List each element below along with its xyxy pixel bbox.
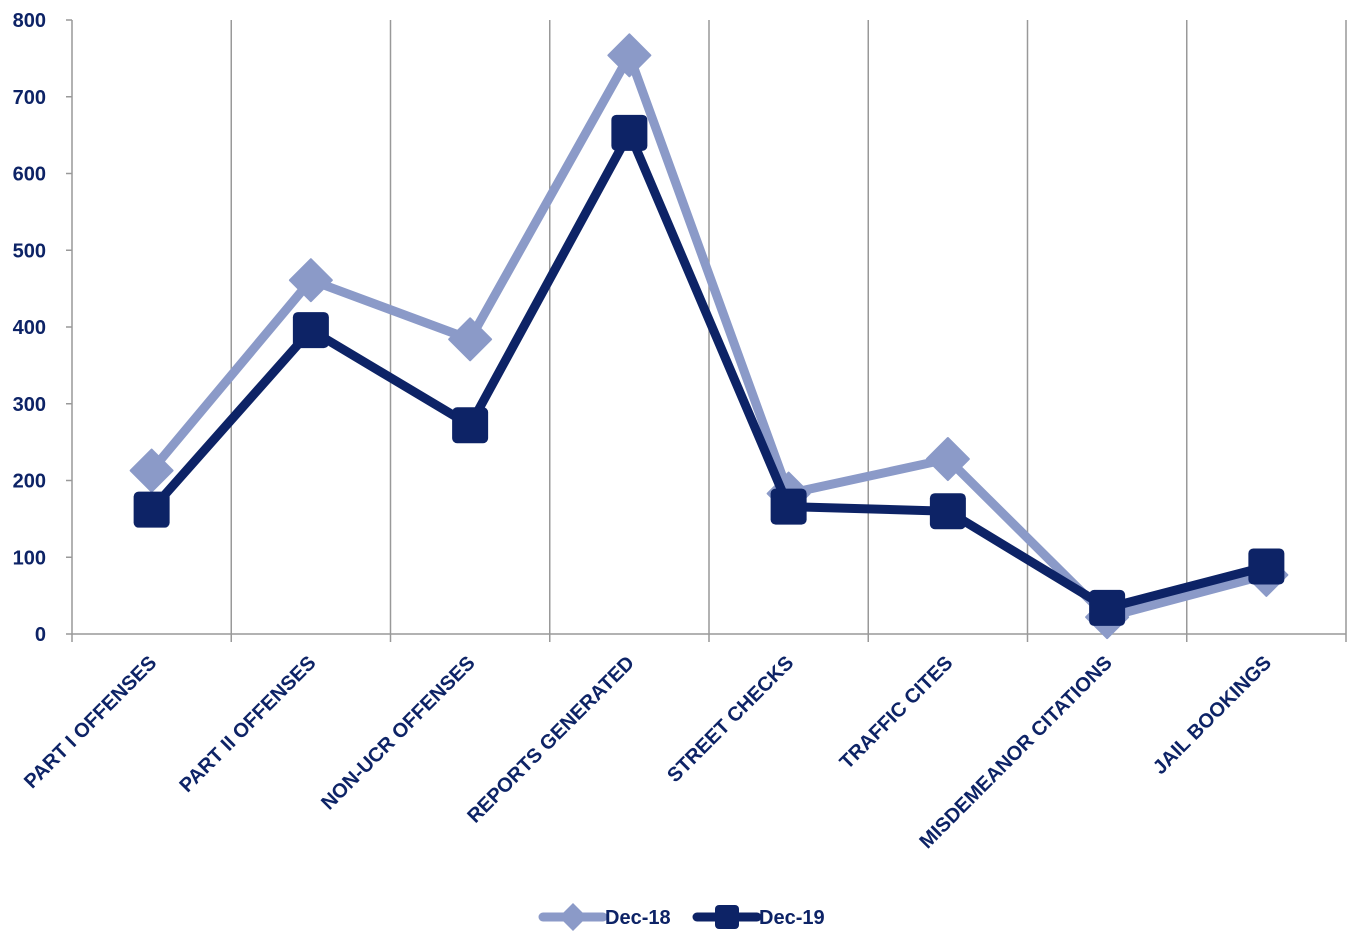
x-category-label: STREET CHECKS — [663, 652, 798, 787]
x-category-label: PART II OFFENSES — [175, 652, 320, 797]
data-point-marker — [925, 437, 970, 482]
data-point-marker — [292, 312, 329, 349]
y-tick-label: 600 — [13, 164, 46, 186]
y-tick-label: 500 — [13, 240, 46, 262]
data-point-marker — [133, 491, 170, 528]
y-tick-label: 400 — [13, 317, 46, 339]
x-category-label: NON-UCR OFFENSES — [317, 652, 479, 814]
y-tick-label: 300 — [13, 394, 46, 416]
legend-entry: Dec-19 — [692, 905, 825, 929]
legend-swatch-marker — [715, 905, 739, 929]
legend-label: Dec-19 — [759, 907, 825, 929]
data-point-marker — [929, 493, 966, 530]
y-tick-label: 100 — [13, 547, 46, 569]
y-tick-label: 800 — [13, 10, 46, 32]
data-point-marker — [1089, 589, 1126, 626]
y-tick-label: 0 — [35, 624, 46, 646]
data-point-marker — [129, 448, 174, 493]
data-point-marker — [607, 33, 652, 78]
series-Dec-19 — [133, 114, 1285, 626]
data-point-marker — [770, 488, 807, 525]
legend-label: Dec-18 — [605, 907, 671, 929]
y-tick-labels: 0 100 200 300 400 500 600 700 800 — [13, 10, 46, 646]
gridlines — [230, 20, 1347, 634]
x-category-label: JAIL BOOKINGS — [1149, 652, 1276, 779]
y-tick-label: 700 — [13, 87, 46, 109]
axes — [66, 19, 1347, 642]
series-line — [147, 128, 1271, 613]
x-category-label: PART I OFFENSES — [20, 652, 161, 793]
data-point-marker — [448, 317, 493, 362]
legend-swatch-marker — [559, 903, 587, 931]
data-point-marker — [452, 407, 489, 444]
y-tick-label: 200 — [13, 471, 46, 493]
data-point-marker — [288, 258, 333, 303]
data-point-marker — [1248, 548, 1285, 585]
x-category-label: TRAFFIC CITES — [836, 652, 958, 774]
legend-entry: Dec-18 — [538, 903, 671, 931]
series — [129, 33, 1289, 640]
legend: Dec-18 Dec-19 — [538, 903, 825, 931]
data-point-marker — [611, 114, 648, 151]
x-category-label: MISDEMEANOR CITATIONS — [915, 652, 1116, 853]
x-category-label: REPORTS GENERATED — [463, 652, 639, 828]
